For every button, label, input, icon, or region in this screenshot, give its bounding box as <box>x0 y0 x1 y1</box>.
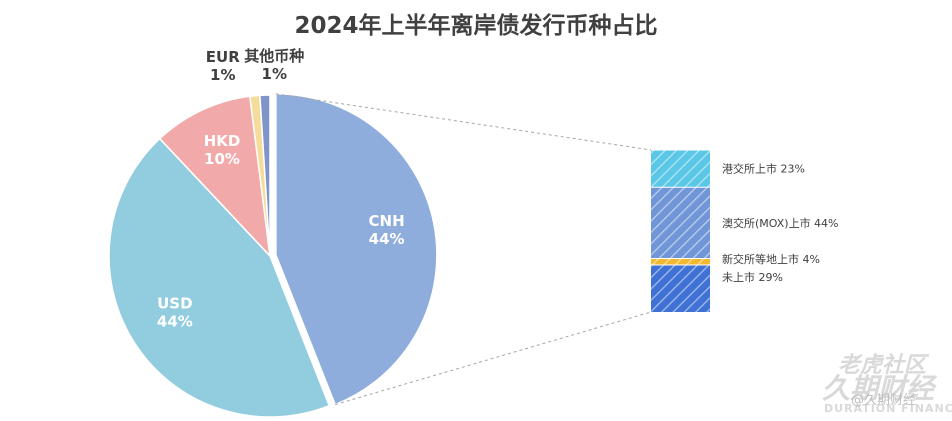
slice-label-eur: EUR <box>206 48 240 66</box>
slice-percent-item-4: 1% <box>262 65 287 83</box>
breakdown-segment-hatch-2 <box>651 187 710 259</box>
chart-title: 2024年上半年离岸债发行币种占比 <box>294 13 658 39</box>
breakdown-segment-hatch-4 <box>651 265 710 312</box>
breakdown-label-2: 澳交所(MOX)上市 44% <box>722 216 839 230</box>
slice-percent-usd: 44% <box>157 312 193 330</box>
slice-label-usd: USD <box>157 294 192 312</box>
breakdown-label-3: 新交所等地上市 4% <box>722 252 820 266</box>
breakdown-label-4: 未上市 29% <box>722 270 783 284</box>
slice-percent-hkd: 10% <box>204 150 240 168</box>
breakdown-segment-hatch-3 <box>651 258 710 266</box>
connector-line-2 <box>335 311 652 406</box>
watermark-line1: 老虎社区 <box>838 352 930 378</box>
watermark-line3: DURATION FINANCE <box>824 402 952 415</box>
slice-percent-eur: 1% <box>210 66 235 84</box>
breakdown-bar: 港交所上市 23% 澳交所(MOX)上市 44% 新交所等地上市 4% 未上市 29% <box>651 149 839 312</box>
watermark-line2: 久期财经 <box>822 372 938 405</box>
pie-slice-usd <box>108 137 331 418</box>
watermark-handle: @久期财经 <box>851 393 916 408</box>
slice-percent-cnh: 44% <box>369 230 405 248</box>
pie-group <box>108 93 438 418</box>
breakdown-segment-hatch-1 <box>651 150 710 188</box>
pie-slice-cnh <box>275 93 438 406</box>
pie-slice-item-4 <box>259 94 271 257</box>
slice-label-item-4: 其他币种 <box>244 47 304 65</box>
connector-lines <box>275 93 652 406</box>
breakdown-label-1: 港交所上市 23% <box>722 162 805 176</box>
slice-label-hkd: HKD <box>204 132 241 150</box>
slice-label-cnh: CNH <box>369 212 405 230</box>
watermark: 老虎社区 久期财经 DURATION FINANCE @久期财经 <box>822 352 952 415</box>
pie-slice-hkd <box>158 95 272 259</box>
